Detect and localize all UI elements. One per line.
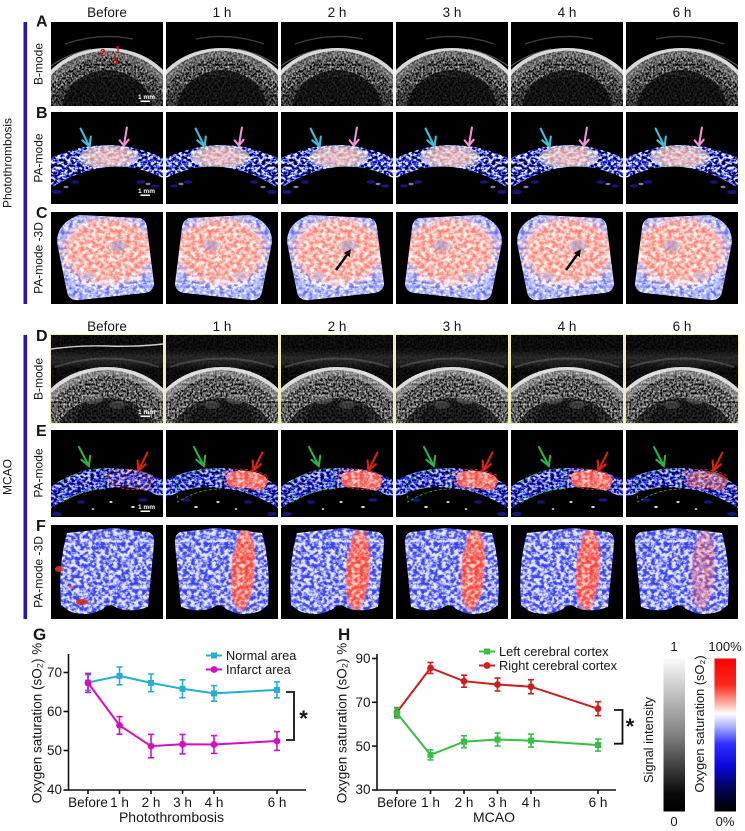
svg-text:B: B <box>36 105 48 122</box>
svg-text:Before: Before <box>68 795 108 810</box>
svg-text:3 h: 3 h <box>488 795 507 810</box>
svg-text:Before: Before <box>87 319 127 334</box>
svg-text:1 mm: 1 mm <box>138 504 155 511</box>
svg-text:50: 50 <box>47 743 62 758</box>
svg-text:1 h: 1 h <box>213 5 232 20</box>
svg-text:3 h: 3 h <box>443 5 462 20</box>
svg-text:B-mode: B-mode <box>32 358 46 400</box>
svg-text:4 h: 4 h <box>205 795 224 810</box>
svg-text:E: E <box>36 423 47 440</box>
svg-text:1: 1 <box>115 45 121 56</box>
svg-text:G: G <box>33 625 46 644</box>
svg-text:Normal area: Normal area <box>226 648 297 663</box>
svg-text:1: 1 <box>670 639 677 654</box>
svg-text:4 h: 4 h <box>558 5 577 20</box>
svg-text:Signal intensity: Signal intensity <box>641 696 656 783</box>
svg-text:Before: Before <box>87 5 127 20</box>
svg-text:1 h: 1 h <box>110 795 129 810</box>
svg-text:A: A <box>36 14 48 31</box>
svg-text:Left cerebral cortex: Left cerebral cortex <box>499 644 609 659</box>
svg-text:Photothrombosis: Photothrombosis <box>119 809 224 825</box>
svg-text:Oxygen saturation (sO₂) %: Oxygen saturation (sO₂) % <box>335 643 350 804</box>
svg-text:2 h: 2 h <box>455 795 474 810</box>
svg-text:B-mode: B-mode <box>32 43 46 85</box>
svg-text:PA-mode: PA-mode <box>32 133 46 182</box>
svg-text:3 h: 3 h <box>443 319 462 334</box>
svg-text:0%: 0% <box>716 814 735 829</box>
svg-text:C: C <box>36 205 48 222</box>
svg-text:4 h: 4 h <box>522 795 541 810</box>
svg-text:100%: 100% <box>708 639 742 654</box>
svg-text:D: D <box>36 328 48 345</box>
svg-text:90: 90 <box>355 651 370 666</box>
svg-text:1 mm: 1 mm <box>138 188 155 195</box>
svg-text:2: 2 <box>100 48 106 59</box>
svg-text:3: 3 <box>112 56 118 67</box>
svg-text:Before: Before <box>377 795 417 810</box>
svg-text:1 h: 1 h <box>213 319 232 334</box>
svg-text:1 h: 1 h <box>421 795 440 810</box>
svg-text:0: 0 <box>670 814 677 829</box>
svg-text:Oxygen saturation (sO₂): Oxygen saturation (sO₂) <box>692 655 707 792</box>
svg-text:*: * <box>299 706 308 731</box>
svg-text:6 h: 6 h <box>268 795 287 810</box>
svg-text:Right cerebral cortex: Right cerebral cortex <box>499 658 618 673</box>
svg-text:40: 40 <box>47 782 62 797</box>
svg-text:F: F <box>36 518 46 535</box>
svg-text:6 h: 6 h <box>673 5 692 20</box>
svg-text:1 mm: 1 mm <box>138 94 155 101</box>
svg-text:6 h: 6 h <box>673 319 692 334</box>
svg-text:Oxygen saturation (sO₂) %: Oxygen saturation (sO₂) % <box>30 643 45 804</box>
svg-text:70: 70 <box>47 665 62 680</box>
svg-text:PA-mode -3D: PA-mode -3D <box>32 222 46 294</box>
svg-text:MCAO: MCAO <box>1 459 15 495</box>
svg-text:MCAO: MCAO <box>473 809 515 825</box>
svg-text:1 mm: 1 mm <box>138 409 155 416</box>
svg-text:PA-mode: PA-mode <box>32 448 46 497</box>
svg-text:2 h: 2 h <box>328 319 347 334</box>
svg-text:Infarct area: Infarct area <box>226 662 292 677</box>
svg-text:50: 50 <box>355 739 370 754</box>
svg-text:2 h: 2 h <box>328 5 347 20</box>
svg-text:60: 60 <box>47 704 62 719</box>
svg-text:PA-mode -3D: PA-mode -3D <box>32 536 46 608</box>
svg-text:4 h: 4 h <box>558 319 577 334</box>
svg-text:30: 30 <box>355 782 370 797</box>
svg-text:*: * <box>626 714 635 739</box>
svg-text:6 h: 6 h <box>589 795 608 810</box>
svg-text:70: 70 <box>355 695 370 710</box>
svg-text:H: H <box>338 625 350 644</box>
svg-text:Photothrombosis: Photothrombosis <box>1 118 15 208</box>
svg-text:2 h: 2 h <box>142 795 161 810</box>
svg-text:3 h: 3 h <box>173 795 192 810</box>
